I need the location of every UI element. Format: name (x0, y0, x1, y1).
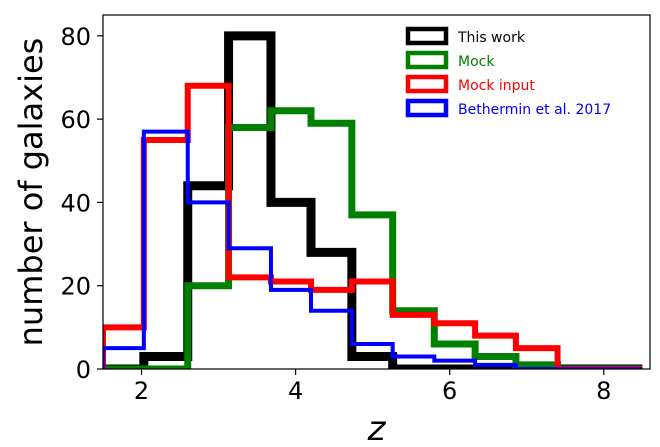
series-bethermin-et-al-2017 (103, 129, 643, 369)
y-tick-label: 20 (60, 273, 91, 301)
legend-label: Mock input (458, 78, 535, 94)
legend-label: This work (457, 30, 526, 46)
y-tick-label: 80 (60, 23, 91, 51)
y-axis-label: number of galaxies (12, 38, 50, 347)
y-tick-label: 0 (76, 356, 91, 384)
legend: This work Mock Mock input Bethermin et al. … (405, 26, 611, 118)
x-axis-label: z (367, 409, 387, 447)
legend-swatch (405, 26, 449, 46)
legend-label: Bethermin et al. 2017 (458, 102, 611, 118)
plot-frame (102, 14, 651, 370)
x-tick-label: 8 (596, 377, 611, 405)
x-tick-label: 4 (288, 377, 303, 405)
series-this-work (103, 31, 643, 369)
legend-label: Mock (458, 54, 495, 70)
x-tick-label: 2 (134, 377, 149, 405)
legend-swatch (405, 50, 449, 70)
legend-swatch (405, 74, 449, 94)
y-axis-ticks: 0 20 40 60 80 (60, 23, 103, 384)
y-tick-label: 60 (60, 106, 91, 134)
series-mock (103, 107, 643, 369)
x-tick-label: 6 (442, 377, 457, 405)
legend-swatch (405, 98, 449, 118)
x-axis-ticks: 2 4 6 8 (134, 369, 611, 405)
y-tick-label: 40 (60, 189, 91, 217)
series-layer (103, 31, 643, 369)
